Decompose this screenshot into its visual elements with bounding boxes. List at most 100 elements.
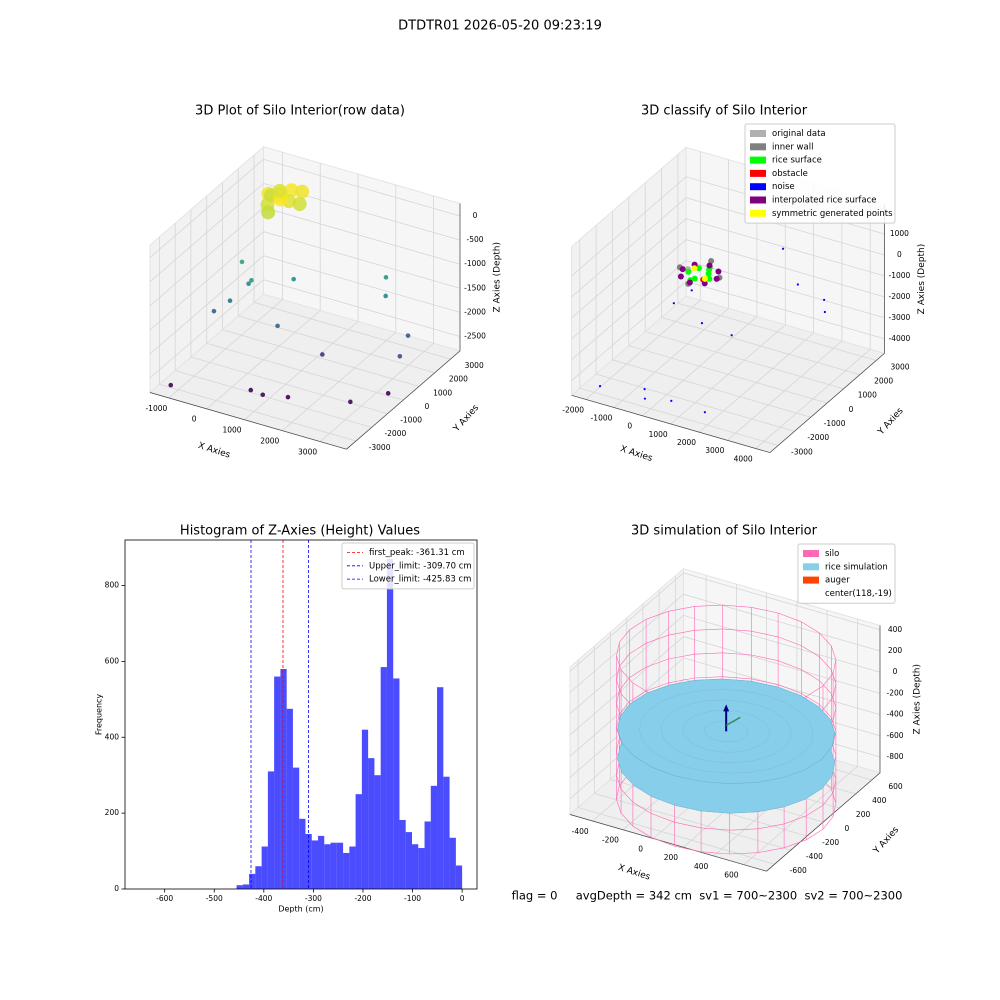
y-axis [769, 353, 885, 453]
x-tick-label: 3000 [298, 447, 317, 456]
y-tick-label: 200 [856, 810, 871, 819]
z-tick-label: -3000 [889, 313, 911, 322]
point [686, 279, 693, 286]
point [690, 289, 693, 292]
bar [361, 729, 369, 889]
footer: flag = 0 avgDepth = 342 cm sv1 = 700~230… [512, 889, 903, 903]
point [643, 388, 646, 391]
bar [261, 846, 268, 889]
point [823, 298, 826, 301]
z-axis-label: Z Axies (Depth) [913, 664, 923, 735]
z-tick-label: 200 [888, 646, 903, 655]
legend-swatch [750, 156, 766, 164]
y-tick-label: 0 [114, 884, 119, 893]
legend-swatch [750, 183, 766, 191]
grid-line [755, 200, 871, 449]
rice-mesh [660, 699, 792, 764]
point [272, 183, 287, 198]
bar [242, 884, 250, 889]
bar [443, 776, 450, 889]
x-tick-label: 1000 [649, 430, 668, 439]
chart-title: 3D Plot of Silo Interior(row data) [195, 104, 405, 119]
bar [455, 865, 463, 889]
auger-head [723, 704, 730, 712]
z-tick-label: -4000 [889, 334, 911, 343]
y-axis [346, 350, 461, 450]
x-axis [569, 814, 767, 872]
point [713, 275, 720, 282]
bar [274, 676, 281, 889]
bar [292, 767, 300, 889]
x-tick-label: -1000 [591, 413, 613, 422]
chart-title: 3D classify of Silo Interior [641, 104, 808, 119]
point [701, 280, 708, 287]
point [695, 265, 702, 272]
y-tick-label: -200 [822, 838, 839, 847]
z-tick-label: -2000 [889, 292, 911, 301]
z-tick-label: -500 [467, 235, 484, 244]
chart-title: Histogram of Z-Axies (Height) Values [180, 524, 420, 539]
legend-swatch [750, 196, 766, 204]
grid-line [670, 176, 786, 425]
bar [374, 775, 381, 889]
legend-label: auger [825, 576, 850, 586]
legend-swatch [803, 550, 819, 557]
x-tick-label: 3000 [705, 446, 724, 455]
legend-label: Lower_limit: -425.83 cm [369, 575, 471, 585]
legend-label: obstacle [772, 169, 808, 179]
point [677, 273, 684, 280]
x-tick-label: -300 [305, 894, 322, 903]
y-tick-label: 600 [888, 782, 903, 791]
bar [399, 819, 406, 889]
legend-label: inner wall [772, 142, 813, 152]
bar [267, 771, 275, 889]
legend-label: first_peak: -361.31 cm [369, 548, 465, 558]
grid-line [206, 163, 321, 410]
y-tick-label: 2000 [874, 377, 893, 386]
bar [255, 866, 262, 889]
grid-line [571, 260, 885, 361]
x-tick-label: -500 [206, 894, 223, 903]
z-tick-label: 0 [893, 667, 898, 676]
point [706, 262, 713, 269]
bar [349, 846, 356, 889]
legend-label: rice surface [772, 156, 822, 166]
grid-line [569, 593, 881, 693]
x-tick-label: -200 [354, 894, 371, 903]
grid-line [595, 225, 795, 432]
grid-line [743, 619, 858, 866]
grid-line [190, 209, 388, 415]
bar [318, 835, 325, 889]
point [295, 184, 310, 199]
bar [324, 844, 331, 889]
x-tick-label: -400 [572, 827, 589, 836]
y-tick-label: -400 [806, 852, 823, 861]
point [823, 310, 826, 314]
x-tick-label: -400 [255, 894, 272, 903]
bar [280, 668, 287, 889]
z-tick-label: -600 [887, 731, 904, 740]
y-tick-label: 400 [105, 732, 120, 741]
rice-mesh [639, 689, 814, 774]
grid-line [727, 192, 843, 441]
grid-line [612, 211, 811, 418]
rice-mesh [682, 710, 770, 753]
rice-surface [617, 678, 836, 785]
grid-line [569, 657, 881, 757]
point [700, 321, 704, 325]
bar [249, 873, 256, 889]
figure-title: DTDTR01 2026-05-20 09:23:19 [398, 19, 602, 34]
bar [299, 818, 306, 889]
z-tick-label: -1000 [464, 259, 486, 268]
legend-label: Upper_limit: -309.70 cm [369, 561, 472, 571]
legend-swatch [750, 130, 766, 137]
grid-line [569, 614, 881, 715]
point [227, 298, 233, 304]
grid-line [206, 195, 404, 401]
grid-line [244, 174, 359, 421]
bar [386, 558, 394, 889]
legend-swatch [750, 169, 766, 177]
legend-label: original data [772, 129, 826, 139]
x-tick-label: 400 [694, 862, 709, 871]
